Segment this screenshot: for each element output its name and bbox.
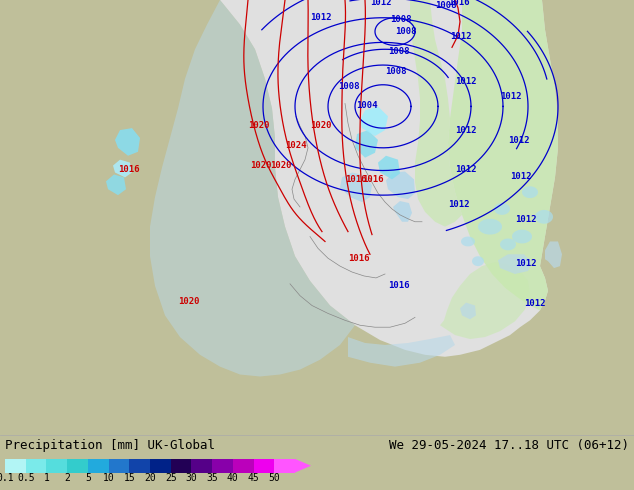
- Text: 5: 5: [85, 473, 91, 484]
- Text: 1012: 1012: [515, 215, 536, 224]
- Bar: [275, 459, 295, 472]
- Text: 1012: 1012: [455, 166, 477, 174]
- Polygon shape: [545, 242, 562, 268]
- Polygon shape: [472, 256, 484, 266]
- Polygon shape: [440, 262, 530, 339]
- Bar: [171, 459, 191, 472]
- Text: 1012: 1012: [450, 32, 472, 42]
- Text: 1016: 1016: [348, 254, 370, 263]
- Polygon shape: [478, 219, 502, 235]
- Text: We 29-05-2024 17..18 UTC (06+12): We 29-05-2024 17..18 UTC (06+12): [389, 439, 629, 451]
- Polygon shape: [448, 0, 558, 311]
- Text: 1016: 1016: [362, 175, 384, 184]
- Polygon shape: [106, 174, 126, 195]
- Text: 1012: 1012: [515, 259, 536, 268]
- Text: 1016: 1016: [118, 166, 139, 174]
- Text: 1012: 1012: [448, 200, 470, 209]
- Text: 1020: 1020: [250, 161, 271, 170]
- Text: 1008: 1008: [338, 82, 359, 91]
- Text: 1016: 1016: [345, 175, 366, 184]
- Bar: [191, 459, 212, 472]
- Polygon shape: [410, 0, 462, 227]
- Polygon shape: [220, 0, 558, 357]
- Text: 45: 45: [248, 473, 259, 484]
- Text: 1008: 1008: [388, 47, 410, 56]
- Text: 1020: 1020: [178, 296, 200, 306]
- Text: 0.5: 0.5: [17, 473, 34, 484]
- Polygon shape: [378, 156, 400, 179]
- Text: 1008: 1008: [395, 27, 417, 36]
- Text: Precipitation [mm] UK-Global: Precipitation [mm] UK-Global: [5, 439, 215, 451]
- Bar: [26, 459, 46, 472]
- Polygon shape: [512, 230, 532, 244]
- Bar: [254, 459, 275, 472]
- Text: 1016: 1016: [388, 281, 410, 290]
- Text: 40: 40: [227, 473, 239, 484]
- Text: 1012: 1012: [524, 298, 545, 308]
- Text: 1020: 1020: [310, 121, 332, 130]
- Bar: [88, 459, 108, 472]
- Polygon shape: [500, 239, 516, 250]
- Text: 15: 15: [124, 473, 135, 484]
- Text: 1020: 1020: [270, 161, 292, 170]
- Text: 1024: 1024: [285, 141, 306, 150]
- Polygon shape: [348, 335, 455, 367]
- Text: 1012: 1012: [310, 13, 332, 22]
- Polygon shape: [150, 0, 355, 376]
- Text: 10: 10: [103, 473, 115, 484]
- Bar: [233, 459, 254, 472]
- Text: 1: 1: [44, 473, 49, 484]
- Text: 2: 2: [64, 473, 70, 484]
- Text: 1020: 1020: [248, 121, 269, 130]
- Polygon shape: [393, 201, 412, 222]
- Polygon shape: [295, 459, 311, 472]
- Text: 1004: 1004: [356, 101, 377, 110]
- Bar: [108, 459, 129, 472]
- Polygon shape: [460, 302, 476, 319]
- Polygon shape: [535, 210, 553, 224]
- Text: 1012: 1012: [455, 126, 477, 135]
- Polygon shape: [355, 130, 378, 158]
- Polygon shape: [498, 254, 532, 274]
- Text: 30: 30: [186, 473, 197, 484]
- Text: 1012: 1012: [455, 77, 477, 86]
- Bar: [212, 459, 233, 472]
- Polygon shape: [494, 203, 510, 215]
- Text: 25: 25: [165, 473, 177, 484]
- Text: 1012: 1012: [370, 0, 392, 7]
- Polygon shape: [113, 160, 132, 177]
- Text: 1016: 1016: [448, 0, 470, 7]
- Text: 0.1: 0.1: [0, 473, 14, 484]
- Bar: [67, 459, 88, 472]
- Bar: [46, 459, 67, 472]
- Polygon shape: [386, 172, 415, 199]
- Polygon shape: [461, 237, 475, 246]
- Bar: [150, 459, 171, 472]
- Text: 20: 20: [144, 473, 156, 484]
- Text: 1012: 1012: [500, 92, 522, 100]
- Polygon shape: [340, 172, 372, 202]
- Text: 1008: 1008: [385, 67, 406, 76]
- Text: 35: 35: [206, 473, 218, 484]
- Text: 1008: 1008: [435, 1, 456, 10]
- Polygon shape: [360, 106, 388, 136]
- Text: 1012: 1012: [510, 172, 531, 181]
- Bar: [129, 459, 150, 472]
- Polygon shape: [522, 186, 538, 198]
- Text: 1012: 1012: [508, 136, 529, 145]
- Text: 1008: 1008: [390, 15, 411, 24]
- Polygon shape: [115, 128, 140, 156]
- Bar: [5, 459, 26, 472]
- Text: 50: 50: [268, 473, 280, 484]
